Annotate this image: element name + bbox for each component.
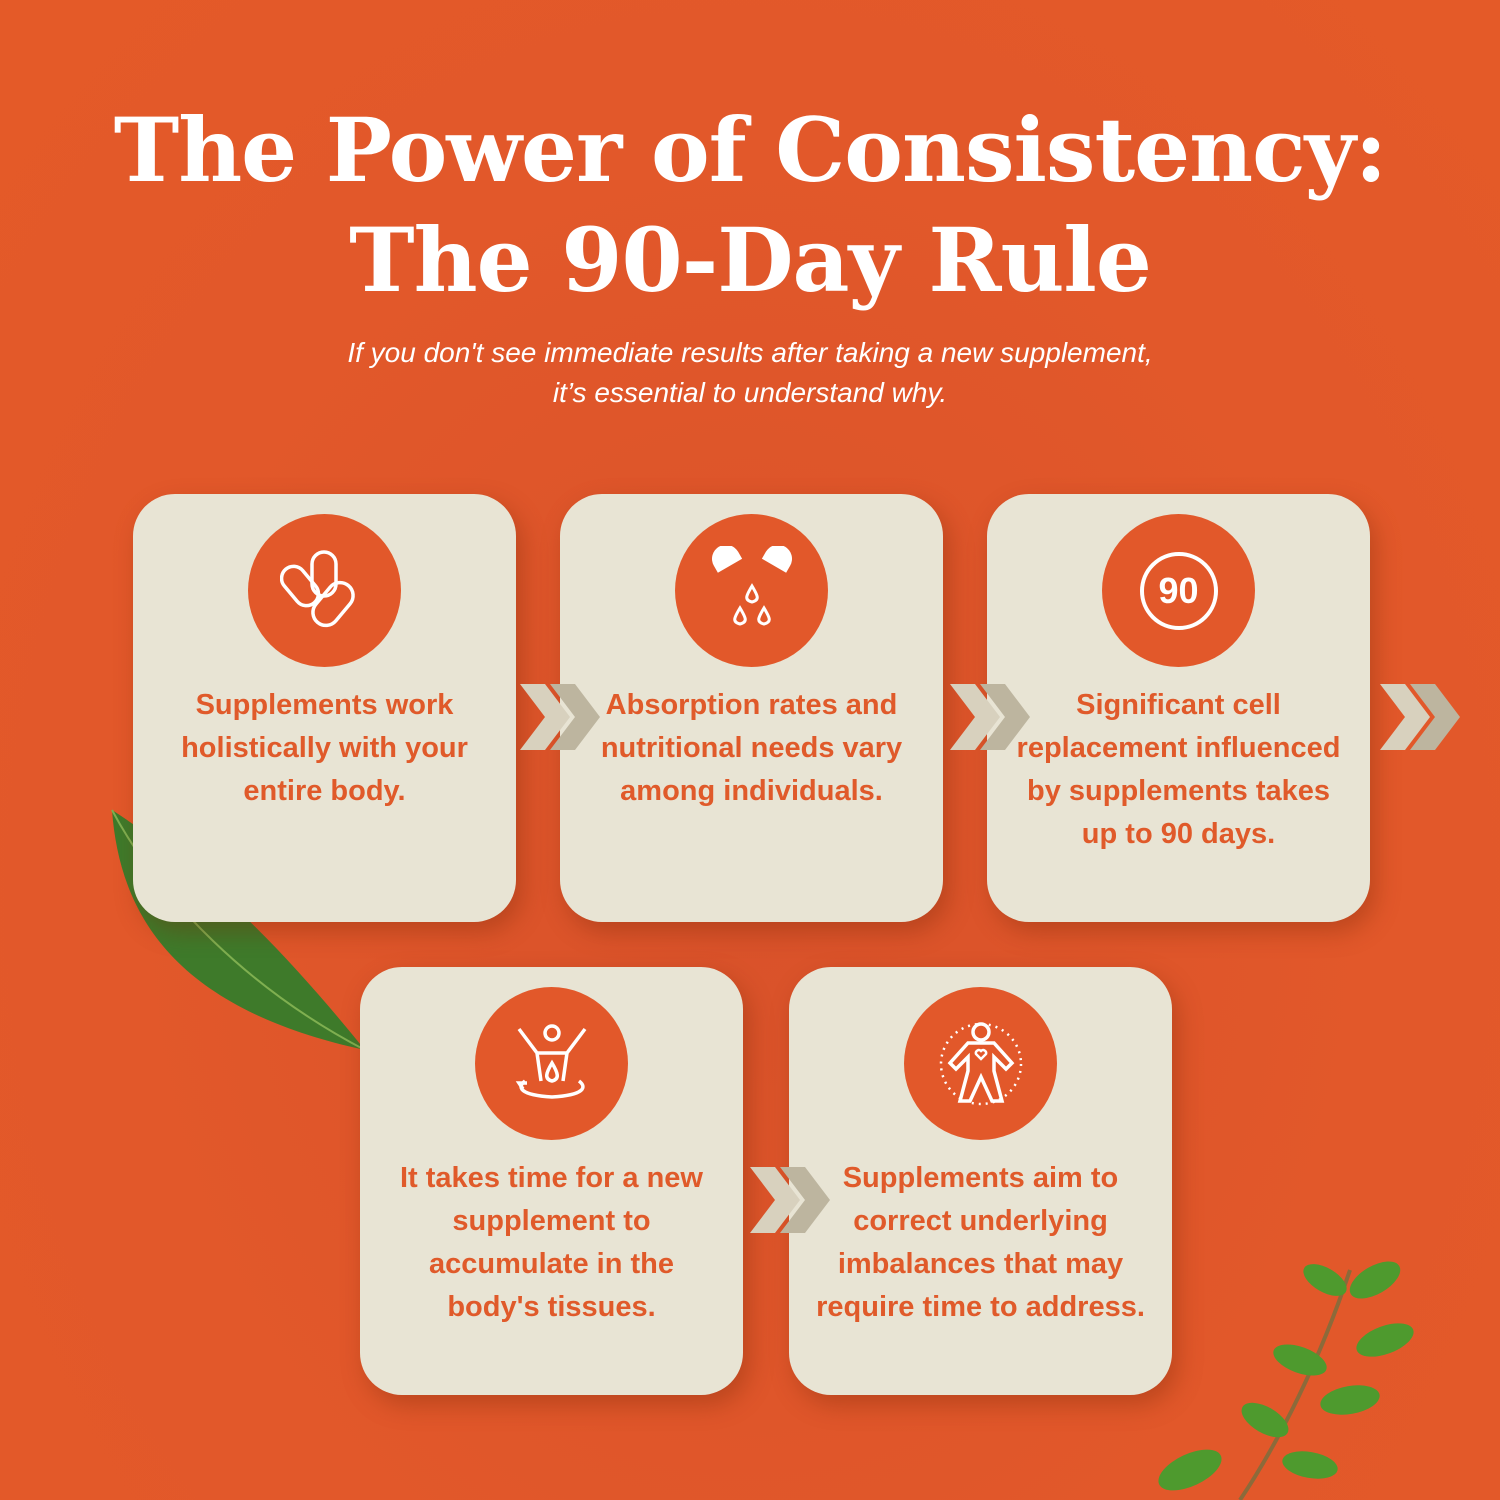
chevron-arrow-icon xyxy=(1380,684,1460,750)
card-cell-replacement: 90 Significant cell replacement influenc… xyxy=(987,494,1370,922)
title-line-1: The Power of Consistency: xyxy=(113,98,1388,202)
icon-circle xyxy=(904,987,1057,1140)
subtitle-line-2: it’s essential to understand why. xyxy=(552,377,948,408)
card-absorption: Absorption rates and nutritional needs v… xyxy=(560,494,943,922)
icon-circle xyxy=(248,514,401,667)
body-heart-icon xyxy=(939,1021,1022,1105)
subtitle: If you don't see immediate results after… xyxy=(0,333,1500,413)
card-text: It takes time for a new supplement to ac… xyxy=(400,1162,703,1323)
card-holistic: Supplements work holistically with your … xyxy=(133,494,516,922)
chevron-arrow-icon xyxy=(950,684,1030,750)
capsule-drops-icon xyxy=(711,545,792,626)
card-imbalances: Supplements aim to correct underlying im… xyxy=(789,967,1172,1395)
card-text: Supplements work holistically with your … xyxy=(181,689,468,807)
icon-circle xyxy=(675,514,828,667)
card-text: Supplements aim to correct underlying im… xyxy=(816,1162,1145,1323)
ninety-badge-icon: 90 xyxy=(1139,551,1218,630)
icon-circle: 90 xyxy=(1102,514,1255,667)
chevron-arrow-icon xyxy=(750,1167,830,1233)
branch-decoration xyxy=(1158,1261,1414,1500)
ninety-label: 90 xyxy=(1158,569,1199,611)
card-text: Absorption rates and nutritional needs v… xyxy=(600,689,903,807)
capsules-icon xyxy=(279,549,355,627)
title-line-2: The 90-Day Rule xyxy=(349,208,1152,312)
page-title: The Power of Consistency: The 90-Day Rul… xyxy=(0,95,1500,315)
card-text: Significant cell replacement influenced … xyxy=(1016,689,1341,850)
subtitle-line-1: If you don't see immediate results after… xyxy=(347,337,1153,368)
icon-circle xyxy=(475,987,628,1140)
chevron-arrow-icon xyxy=(520,684,600,750)
card-accumulate: It takes time for a new supplement to ac… xyxy=(360,967,743,1395)
body-absorption-icon xyxy=(515,1023,586,1099)
